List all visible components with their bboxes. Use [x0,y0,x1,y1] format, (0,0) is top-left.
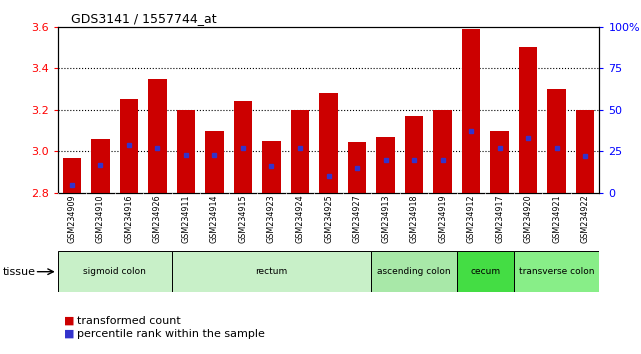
Bar [519,47,537,193]
Bar [514,251,599,292]
Text: GSM234925: GSM234925 [324,195,333,244]
Bar [576,110,594,193]
Text: GSM234910: GSM234910 [96,195,105,243]
Bar [91,139,110,193]
Bar [404,116,423,193]
Text: GSM234909: GSM234909 [67,195,76,243]
Text: GSM234918: GSM234918 [410,195,419,243]
Text: GDS3141 / 1557744_at: GDS3141 / 1557744_at [71,12,216,25]
Text: GSM234921: GSM234921 [552,195,561,243]
Text: tissue: tissue [3,267,36,277]
Text: GSM234927: GSM234927 [353,195,362,244]
Bar [462,29,480,193]
Bar [234,102,253,193]
Bar [63,158,81,193]
Bar [291,110,309,193]
Bar [58,251,172,292]
Bar [348,142,366,193]
Text: GSM234913: GSM234913 [381,195,390,243]
Bar [205,131,224,193]
Bar [547,89,566,193]
Text: GSM234914: GSM234914 [210,195,219,243]
Text: transformed count: transformed count [77,316,181,326]
Bar [148,79,167,193]
Text: transverse colon: transverse colon [519,267,594,276]
Text: percentile rank within the sample: percentile rank within the sample [77,329,265,339]
Bar [433,110,452,193]
Text: cecum: cecum [470,267,501,276]
Text: GSM234917: GSM234917 [495,195,504,243]
Bar [120,99,138,193]
Bar [490,131,509,193]
Bar [319,93,338,193]
Text: GSM234920: GSM234920 [524,195,533,243]
Bar [457,251,514,292]
Text: GSM234916: GSM234916 [124,195,133,243]
Text: ascending colon: ascending colon [377,267,451,276]
Text: GSM234915: GSM234915 [238,195,247,243]
Bar [172,251,371,292]
Bar [376,137,395,193]
Text: sigmoid colon: sigmoid colon [83,267,146,276]
Text: ■: ■ [64,316,74,326]
Text: GSM234911: GSM234911 [181,195,190,243]
Text: GSM234912: GSM234912 [467,195,476,243]
Text: GSM234922: GSM234922 [581,195,590,244]
Text: rectum: rectum [255,267,288,276]
Text: GSM234926: GSM234926 [153,195,162,243]
Text: GSM234919: GSM234919 [438,195,447,243]
Bar [262,141,281,193]
Text: GSM234923: GSM234923 [267,195,276,243]
Bar [371,251,457,292]
Text: GSM234924: GSM234924 [296,195,304,243]
Text: ■: ■ [64,329,74,339]
Bar [177,110,196,193]
